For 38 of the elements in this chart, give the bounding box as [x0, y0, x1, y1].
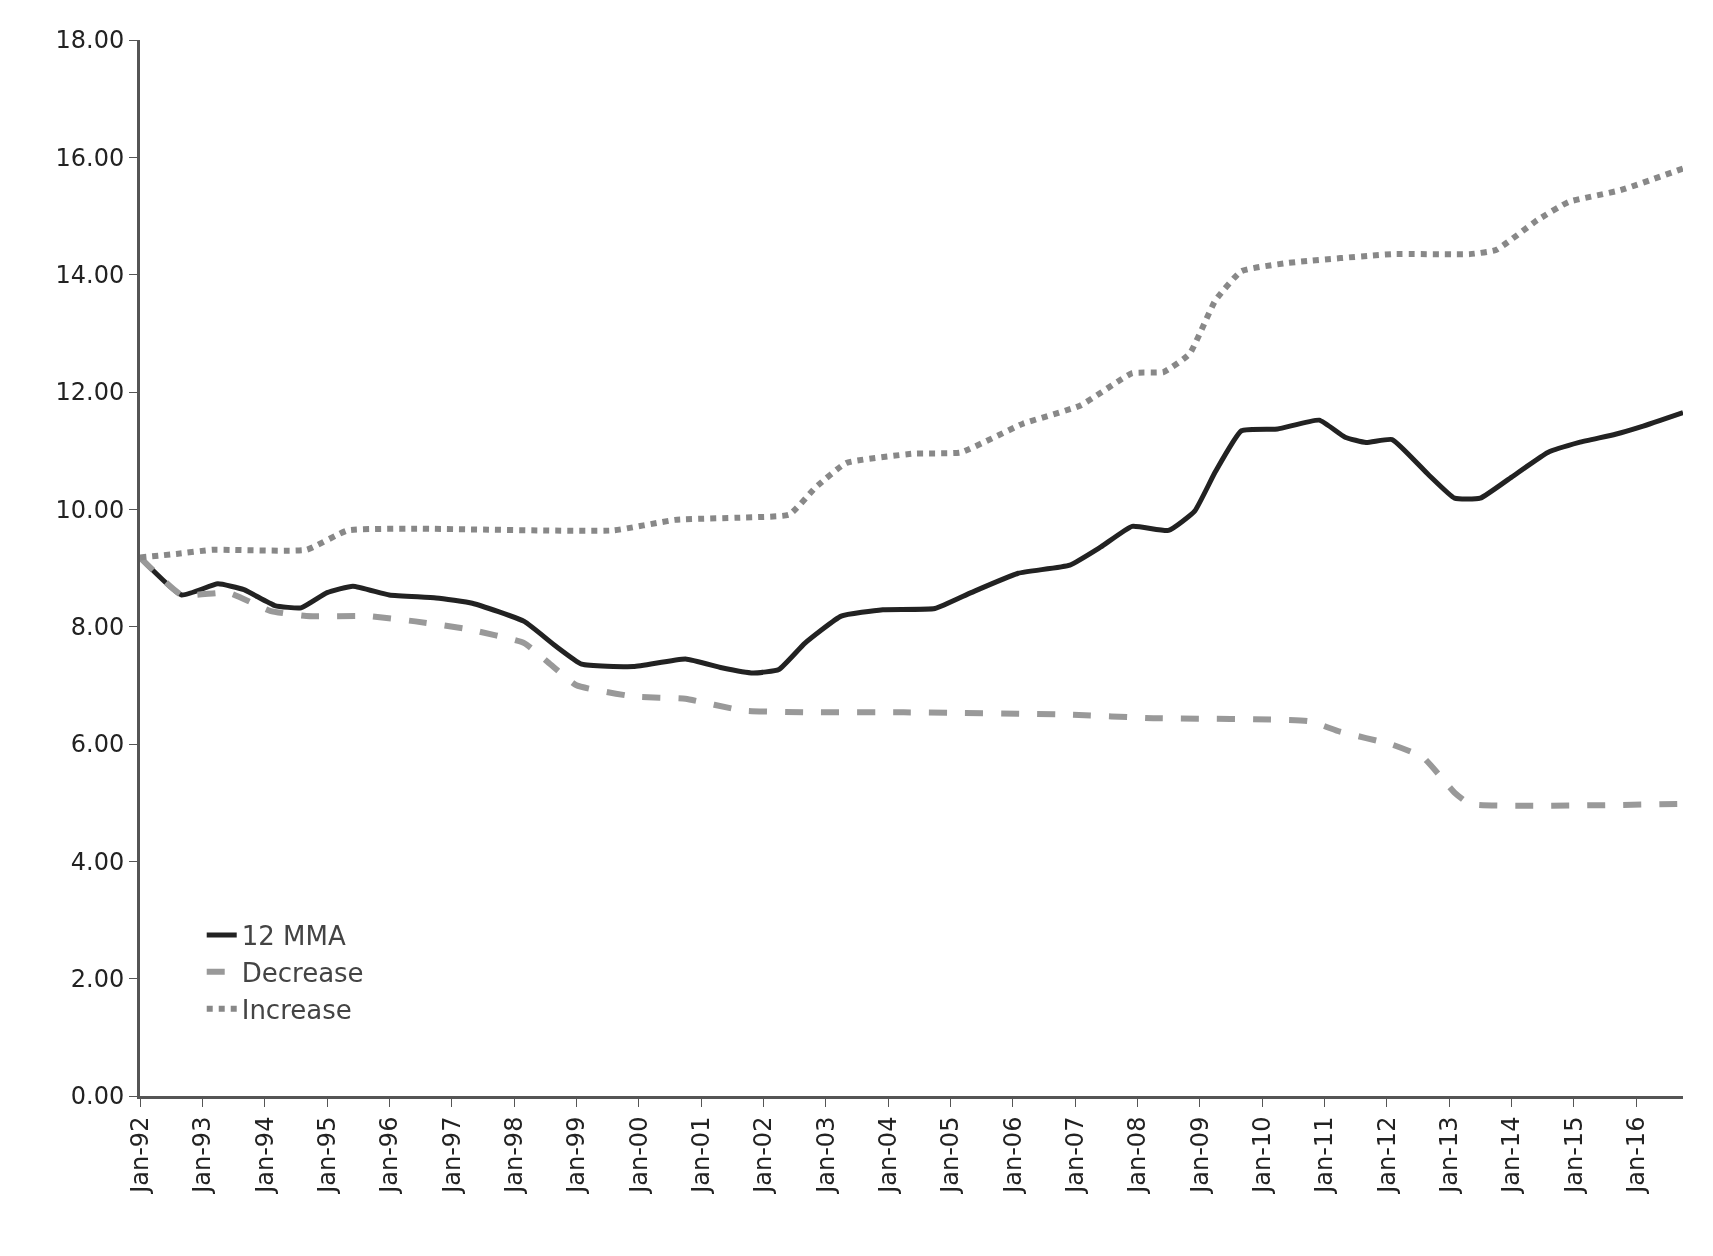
x-tick-label: Jan-09 [1185, 1116, 1214, 1195]
y-tick-label: 2.00 [70, 965, 125, 994]
x-tick-label: Jan-10 [1248, 1116, 1277, 1195]
y-tick-label: 12.00 [55, 378, 125, 407]
y-tick-label: 14.00 [55, 261, 125, 290]
x-tick-label: Jan-96 [375, 1116, 404, 1195]
x-tick-label: Jan-08 [1123, 1116, 1152, 1195]
legend-label: 12 MMA [241, 921, 346, 952]
x-tick-label: Jan-00 [624, 1116, 653, 1195]
x-tick-label: Jan-98 [499, 1116, 528, 1195]
y-tick-label: 8.00 [70, 613, 125, 642]
x-tick-label: Jan-05 [936, 1116, 965, 1195]
x-tick-label: Jan-07 [1060, 1116, 1089, 1195]
x-tick-label: Jan-11 [1310, 1116, 1339, 1195]
x-tick-label: Jan-95 [312, 1116, 341, 1195]
x-tick-label: Jan-14 [1497, 1116, 1526, 1195]
legend-label: Decrease [241, 957, 364, 988]
y-tick-label: 0.00 [70, 1082, 125, 1111]
x-tick-label: Jan-01 [687, 1116, 716, 1195]
x-tick-label: Jan-03 [811, 1116, 840, 1195]
y-tick-label: 16.00 [55, 143, 125, 172]
y-tick-label: 18.00 [55, 26, 125, 55]
x-tick-label: Jan-04 [873, 1116, 902, 1195]
x-tick-label: Jan-93 [188, 1116, 217, 1195]
y-tick-label: 10.00 [55, 495, 125, 524]
x-tick-label: Jan-92 [125, 1116, 154, 1195]
y-tick-label: 4.00 [70, 847, 125, 876]
legend-label: Increase [241, 994, 352, 1025]
x-tick-label: Jan-06 [998, 1116, 1027, 1195]
x-tick-label: Jan-99 [562, 1116, 591, 1195]
x-tick-label: Jan-94 [250, 1116, 279, 1195]
x-tick-label: Jan-15 [1559, 1116, 1588, 1195]
x-tick-label: Jan-16 [1622, 1116, 1651, 1195]
x-tick-label: Jan-13 [1435, 1116, 1464, 1195]
y-tick-label: 6.00 [70, 730, 125, 759]
x-tick-label: Jan-97 [437, 1116, 466, 1195]
x-tick-label: Jan-02 [749, 1116, 778, 1195]
x-tick-label: Jan-12 [1372, 1116, 1401, 1195]
